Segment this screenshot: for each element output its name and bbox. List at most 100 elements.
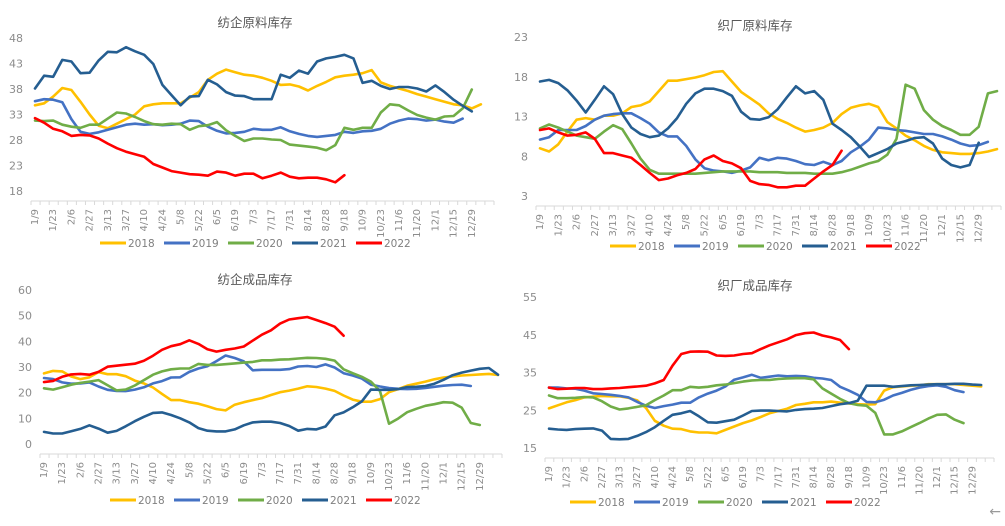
series-line-2022 xyxy=(547,331,851,391)
x-tick-label: 4/24 xyxy=(166,462,177,484)
x-tick-label: 12/15 xyxy=(955,214,966,243)
y-tick-label: 15 xyxy=(523,442,537,455)
series-line-2022 xyxy=(538,127,843,189)
x-tick-label: 1/23 xyxy=(57,462,68,484)
x-tick-label: 4/24 xyxy=(663,214,674,236)
x-tick-label: 3/13 xyxy=(112,462,123,484)
x-tick-label: 12/1 xyxy=(439,462,450,484)
x-tick-label: 3/13 xyxy=(608,214,619,236)
x-tick-label: 7/31 xyxy=(791,214,802,236)
x-tick-label: 7/3 xyxy=(756,466,767,482)
x-tick-label: 3/27 xyxy=(130,462,141,484)
x-tick-label: 4/10 xyxy=(148,462,159,484)
legend-label-2018: 2018 xyxy=(598,497,625,509)
legend-label-2018: 2018 xyxy=(138,495,165,507)
y-tick-label: 40 xyxy=(18,335,32,348)
x-tick-label: 5/8 xyxy=(184,462,195,478)
x-tick-label: 10/9 xyxy=(862,466,873,488)
legend-label-2022: 2022 xyxy=(854,497,881,509)
x-tick-label: 6/19 xyxy=(239,462,250,484)
y-tick-label: 18 xyxy=(9,185,23,198)
x-tick-label: 2/27 xyxy=(85,209,96,231)
x-tick-label: 6/5 xyxy=(221,462,232,478)
x-tick-label: 1/23 xyxy=(562,466,573,488)
y-tick-label: 35 xyxy=(523,367,537,380)
x-tick-label: 1/9 xyxy=(535,214,546,230)
x-tick-label: 2/6 xyxy=(75,462,86,478)
x-tick-label: 7/3 xyxy=(754,214,765,230)
x-tick-label: 8/28 xyxy=(827,214,838,236)
x-tick-label: 4/24 xyxy=(157,209,168,231)
x-tick-label: 8/28 xyxy=(826,466,837,488)
x-tick-label: 2/6 xyxy=(572,214,583,230)
y-tick-label: 25 xyxy=(523,404,537,417)
arrow-left-icon[interactable]: ← xyxy=(989,504,1001,520)
legend-label-2019: 2019 xyxy=(192,238,219,250)
x-tick-label: 11/20 xyxy=(914,466,925,495)
x-tick-label: 8/14 xyxy=(809,466,820,488)
x-tick-label: 10/9 xyxy=(864,214,875,236)
legend-label-2020: 2020 xyxy=(766,241,793,253)
series-line-2021 xyxy=(33,45,474,113)
x-tick-label: 8/14 xyxy=(311,462,322,484)
x-tick-label: 4/10 xyxy=(645,214,656,236)
x-tick-label: 12/15 xyxy=(449,209,460,238)
legend-label-2018: 2018 xyxy=(638,241,665,253)
x-tick-label: 5/22 xyxy=(202,462,213,484)
y-tick-label: 23 xyxy=(514,31,528,44)
series-line-2021 xyxy=(42,366,500,435)
x-tick-label: 2/27 xyxy=(597,466,608,488)
x-tick-label: 12/1 xyxy=(932,466,943,488)
y-tick-label: 55 xyxy=(523,291,537,304)
series-line-2020 xyxy=(547,376,965,436)
x-tick-label: 9/18 xyxy=(844,466,855,488)
series-line-2019 xyxy=(538,112,990,175)
chart-title: 纺企原料库存 xyxy=(217,15,292,30)
x-tick-label: 11/6 xyxy=(394,209,405,231)
x-tick-label: 1/9 xyxy=(30,209,41,225)
legend-label-2022: 2022 xyxy=(894,241,921,253)
x-tick-label: 10/23 xyxy=(882,214,893,243)
y-tick-label: 23 xyxy=(9,160,23,173)
x-tick-label: 6/19 xyxy=(230,209,241,231)
x-tick-label: 4/10 xyxy=(139,209,150,231)
x-tick-label: 6/19 xyxy=(738,466,749,488)
chart-svg: 纺企成品库存 0 10 20 30 40 50 60 1/9 1/23 2/6 2/27 3/13 3/2… xyxy=(18,272,503,507)
y-tick-label: 13 xyxy=(514,111,528,124)
x-tick-label: 1/23 xyxy=(48,209,59,231)
x-tick-label: 3/27 xyxy=(626,214,637,236)
series-line-2021 xyxy=(538,78,981,169)
x-tick-label: 7/17 xyxy=(773,214,784,236)
x-tick-label: 12/1 xyxy=(430,209,441,231)
x-tick-label: 10/23 xyxy=(384,462,395,491)
x-tick-label: 8/28 xyxy=(330,462,341,484)
series-line-2020 xyxy=(42,356,482,427)
x-tick-label: 7/3 xyxy=(257,462,268,478)
x-tick-label: 10/23 xyxy=(376,209,387,238)
x-tick-label: 7/31 xyxy=(791,466,802,488)
x-tick-label: 6/5 xyxy=(720,466,731,482)
x-tick-label: 7/31 xyxy=(285,209,296,231)
x-tick-label: 12/15 xyxy=(457,462,468,491)
legend-label-2020: 2020 xyxy=(726,497,753,509)
y-tick-label: 43 xyxy=(9,58,23,71)
x-tick-label: 5/22 xyxy=(703,466,714,488)
legend-label-2020: 2020 xyxy=(266,495,293,507)
x-tick-label: 12/1 xyxy=(937,214,948,236)
legend-label-2021: 2021 xyxy=(790,497,817,509)
x-tick-label: 6/5 xyxy=(212,209,223,225)
x-tick-label: 12/29 xyxy=(467,209,478,238)
x-tick-label: 12/29 xyxy=(967,466,978,495)
series-line-2018 xyxy=(42,369,500,412)
x-tick-label: 5/22 xyxy=(700,214,711,236)
y-tick-label: 3 xyxy=(521,190,528,203)
x-tick-label: 7/31 xyxy=(293,462,304,484)
series-line-2021 xyxy=(547,382,983,441)
x-tick-label: 11/20 xyxy=(412,209,423,238)
x-tick-label: 8/14 xyxy=(809,214,820,236)
chart-yarn-mill-finished-inventory: 纺企成品库存 0 10 20 30 40 50 60 1/9 1/23 2/6 2/27 3/13 3/2… xyxy=(0,260,503,526)
x-tick-label: 11/6 xyxy=(897,466,908,488)
x-tick-label: 11/20 xyxy=(420,462,431,491)
x-tick-label: 3/13 xyxy=(615,466,626,488)
chart-svg: 织厂原料库存 3 8 13 18 23 1/9 1/23 2/6 2/27 3/13 3/27 4/10… xyxy=(514,18,1002,253)
